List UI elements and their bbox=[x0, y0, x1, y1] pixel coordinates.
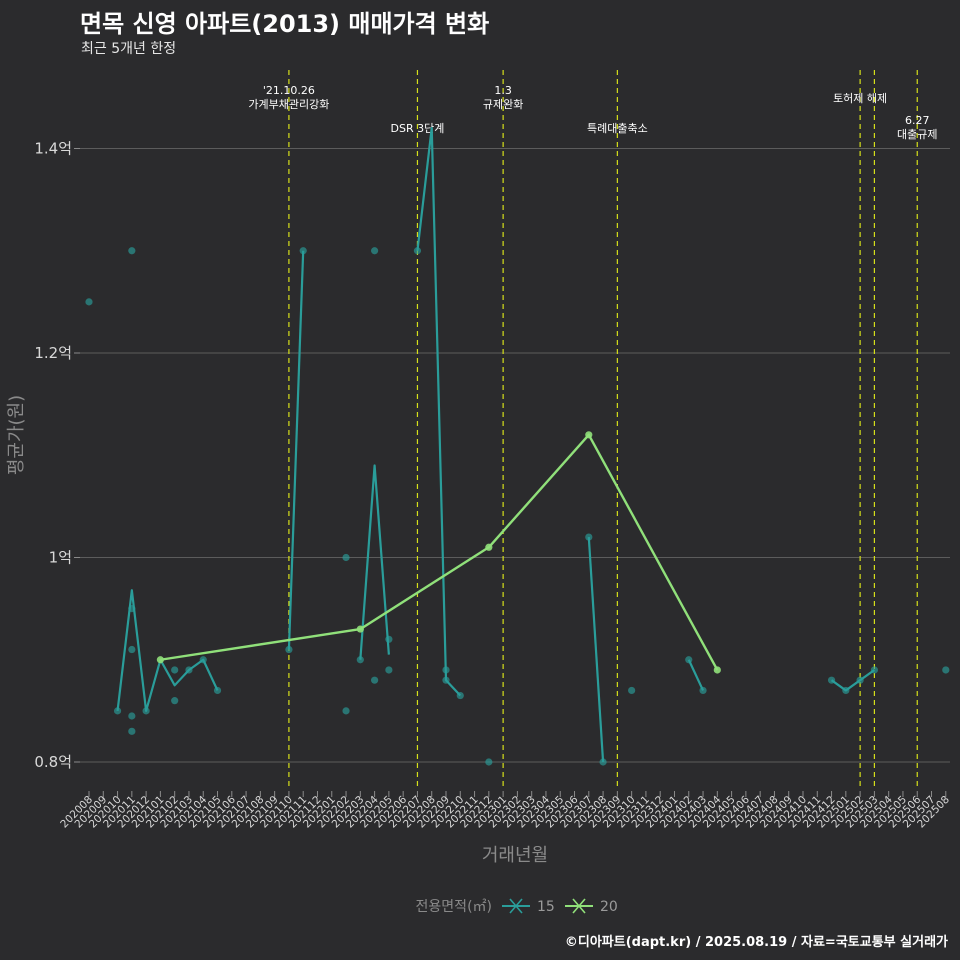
legend: 전용면적(㎡) 15 20 bbox=[416, 898, 618, 915]
series-15-line bbox=[287, 250, 305, 650]
series-15-point bbox=[870, 666, 879, 674]
series-15-point bbox=[342, 707, 350, 715]
series-15-point bbox=[85, 298, 93, 306]
legend-item-15: 15 bbox=[502, 898, 555, 915]
series-15-point bbox=[185, 666, 193, 674]
y-axis-ticks: 0.8억 1억 1.2억 1.4억 bbox=[34, 140, 80, 771]
series-15-point bbox=[699, 686, 707, 695]
series-15-point bbox=[356, 656, 364, 664]
series-15-point bbox=[599, 758, 607, 766]
y-tick-label: 1.2억 bbox=[34, 344, 72, 362]
series-20-point bbox=[713, 666, 721, 674]
series-15-line bbox=[687, 659, 705, 691]
chart-title: 면목 신영 아파트(2013) 매매가격 변화 bbox=[80, 10, 490, 38]
series-15-point bbox=[371, 676, 379, 684]
series-15-point bbox=[342, 553, 350, 562]
series-20-point bbox=[585, 431, 593, 439]
y-tick-label: 1.4억 bbox=[34, 140, 72, 158]
series-15-line bbox=[359, 464, 390, 660]
series-15-line bbox=[416, 126, 462, 697]
series-15-point bbox=[128, 712, 136, 720]
event-label: 토허제 해제 bbox=[833, 91, 887, 105]
series-15-line bbox=[587, 536, 605, 763]
series-15-point bbox=[685, 656, 693, 664]
x-axis-ticks: 2020082020092020102020112020122021012021… bbox=[58, 791, 952, 830]
series-15-point bbox=[128, 247, 136, 255]
series-15-point bbox=[128, 605, 136, 613]
series-15-point bbox=[199, 656, 207, 664]
series-15-point bbox=[827, 676, 836, 684]
series-15-line bbox=[830, 669, 876, 692]
series-15-point bbox=[113, 707, 122, 715]
series-15-point bbox=[628, 686, 636, 695]
y-tick-label: 1억 bbox=[49, 549, 72, 567]
y-tick-label: 0.8억 bbox=[34, 753, 72, 771]
y-gridlines bbox=[80, 148, 950, 763]
event-label: 특례대출축소 bbox=[587, 122, 648, 135]
series-15-point bbox=[128, 727, 136, 735]
series-15-point bbox=[856, 676, 864, 684]
series-15-point bbox=[585, 533, 593, 541]
series-15-point bbox=[171, 666, 179, 674]
series-15-point bbox=[485, 758, 493, 766]
series-15-point bbox=[456, 691, 464, 700]
series-20-point bbox=[156, 656, 164, 664]
event-label: '21.10.26 bbox=[263, 84, 315, 97]
y-axis-title: 평균가(원) bbox=[6, 395, 27, 475]
series-lines bbox=[116, 126, 876, 763]
series-20-point bbox=[485, 543, 493, 551]
series-15-point bbox=[299, 247, 307, 255]
series-15-point bbox=[142, 707, 150, 715]
series-15-point bbox=[942, 666, 950, 674]
series-15-point bbox=[128, 645, 136, 654]
series-20-point bbox=[356, 625, 364, 633]
legend-label-15: 15 bbox=[537, 899, 555, 915]
legend-title: 전용면적(㎡) bbox=[416, 899, 492, 915]
legend-label-20: 20 bbox=[600, 899, 618, 915]
chart-subtitle: 최근 5개년 한정 bbox=[81, 41, 177, 57]
event-label: DSR 3단계 bbox=[391, 122, 445, 135]
event-label: 6.27 bbox=[905, 114, 930, 127]
series-15-point bbox=[442, 676, 450, 684]
x-axis-title: 거래년월 bbox=[482, 845, 548, 866]
event-label: 가계부채관리강화 bbox=[248, 98, 329, 111]
event-label: 1.3 bbox=[494, 84, 512, 97]
series-15-point bbox=[285, 645, 293, 654]
series-points bbox=[85, 247, 950, 766]
event-label: 대출규제 bbox=[897, 128, 937, 141]
event-label: 규제완화 bbox=[483, 98, 523, 111]
source-credit: ©디아파트(dapt.kr) / 2025.08.19 / 자료=국토교통부 실… bbox=[564, 935, 948, 950]
series-20-line bbox=[160, 433, 719, 671]
legend-item-20: 20 bbox=[565, 898, 618, 915]
series-15-point bbox=[213, 686, 222, 695]
series-15-point bbox=[413, 247, 422, 255]
series-15-point bbox=[842, 686, 850, 695]
series-15-point bbox=[442, 666, 450, 674]
series-15-point bbox=[385, 666, 393, 674]
series-15-point bbox=[371, 247, 379, 255]
series-15-point bbox=[171, 697, 179, 705]
series-15-point bbox=[385, 635, 393, 643]
